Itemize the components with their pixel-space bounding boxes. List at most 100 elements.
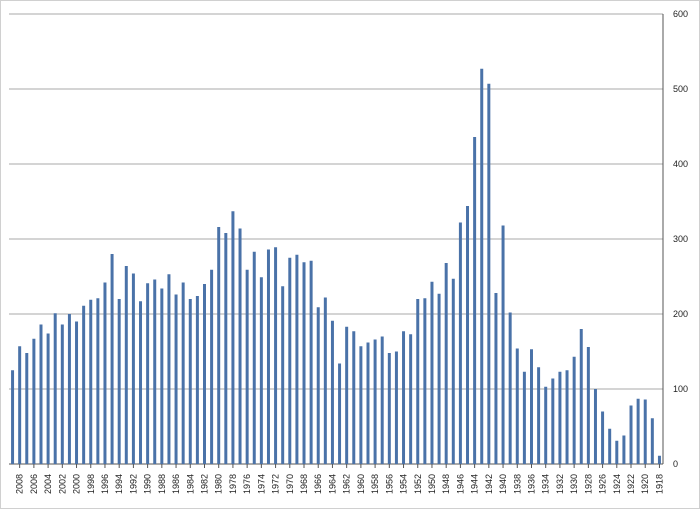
bar-1989 [153, 279, 157, 464]
bar-1949 [437, 293, 441, 464]
bar-1939 [508, 312, 512, 464]
x-tick-label: 1986 [171, 474, 181, 494]
x-tick-label: 1922 [626, 474, 636, 494]
x-tick-label: 1950 [427, 474, 437, 494]
x-tick-label: 1954 [399, 474, 409, 494]
bar-1970 [288, 257, 292, 464]
bar-1988 [160, 288, 164, 464]
bar-1952 [416, 299, 420, 464]
bar-1978 [231, 211, 235, 464]
x-tick-label: 1938 [512, 474, 522, 494]
bar-2005 [39, 324, 43, 464]
x-tick-label: 1940 [498, 474, 508, 494]
x-tick-label: 1972 [271, 474, 281, 494]
bar-1943 [480, 68, 484, 464]
bar-1969 [295, 254, 299, 464]
x-tick-label: 1970 [285, 474, 295, 494]
bar-1927 [593, 389, 597, 464]
bar-1975 [252, 251, 256, 464]
x-tick-label: 1932 [555, 474, 565, 494]
x-tick-label: 2000 [72, 474, 82, 494]
bar-1993 [124, 266, 128, 464]
x-tick-label: 1968 [299, 474, 309, 494]
y-tick-label: 0 [673, 459, 678, 469]
x-tick-label: 1956 [384, 474, 394, 494]
bar-1925 [608, 428, 612, 464]
bar-1977 [238, 228, 242, 464]
x-tick-label: 1924 [612, 474, 622, 494]
bar-1926 [601, 411, 605, 464]
bar-1936 [530, 349, 533, 464]
bar-2009 [11, 370, 15, 464]
bar-1998 [89, 299, 93, 464]
bar-1964 [330, 320, 334, 464]
bar-1937 [522, 371, 526, 464]
bar-1945 [466, 206, 470, 464]
bar-1984 [188, 299, 192, 464]
bar-1956 [387, 353, 391, 464]
bar-1996 [103, 282, 107, 464]
bar-1967 [309, 260, 313, 464]
y-tick-label: 400 [673, 159, 688, 169]
x-tick-label: 1928 [583, 474, 593, 494]
bar-1941 [494, 293, 498, 464]
bar-1944 [473, 137, 477, 464]
bar-1950 [430, 281, 434, 464]
bar-1995 [110, 254, 114, 464]
bar-1991 [139, 301, 143, 464]
bar-1951 [423, 298, 427, 464]
x-tick-label: 1982 [199, 474, 209, 494]
x-tick-label: 2006 [29, 474, 39, 494]
bar-1962 [345, 326, 349, 464]
x-tick-label: 1948 [441, 474, 451, 494]
x-tick-label: 2002 [57, 474, 67, 494]
y-tick-label: 300 [673, 234, 688, 244]
bar-1957 [380, 336, 384, 464]
bar-1968 [302, 262, 306, 464]
bar-1922 [629, 405, 633, 464]
x-tick-label: 1976 [242, 474, 252, 494]
bar-1974 [259, 277, 263, 464]
bar-1919 [650, 418, 654, 464]
x-tick-label: 2004 [43, 474, 53, 494]
x-tick-label: 1996 [100, 474, 110, 494]
x-tick-label: 1980 [214, 474, 224, 494]
bar-1931 [565, 370, 569, 464]
x-tick-label: 1994 [114, 474, 124, 494]
bar-1965 [323, 297, 327, 464]
bar-1990 [146, 283, 150, 464]
bar-1973 [266, 249, 270, 464]
bar-1987 [167, 274, 171, 464]
bar-1918 [657, 455, 661, 464]
bar-2000 [75, 321, 79, 464]
bar-2001 [67, 314, 71, 464]
x-tick-label: 1942 [484, 474, 494, 494]
bar-2007 [25, 353, 29, 464]
y-tick-label: 600 [673, 9, 688, 19]
bar-1954 [402, 331, 406, 464]
bar-1997 [96, 298, 100, 464]
bar-1935 [537, 367, 541, 464]
bar-2004 [46, 333, 50, 464]
bar-1961 [352, 331, 356, 464]
x-tick-label: 1934 [541, 474, 551, 494]
bar-1932 [558, 371, 562, 464]
bar-1981 [210, 269, 214, 464]
bar-2008 [18, 346, 22, 464]
bar-1986 [174, 294, 178, 464]
x-tick-label: 1992 [128, 474, 138, 494]
bar-1947 [451, 278, 455, 464]
x-tick-label: 1926 [598, 474, 608, 494]
x-tick-label: 1936 [526, 474, 536, 494]
bar-2002 [60, 324, 64, 464]
bar-1920 [643, 399, 647, 464]
bar-1971 [281, 286, 285, 464]
bar-1979 [224, 233, 228, 464]
bar-1959 [366, 342, 370, 464]
x-tick-label: 1958 [370, 474, 380, 494]
bar-1934 [544, 386, 548, 464]
bar-1940 [501, 225, 505, 464]
x-tick-label: 1964 [327, 474, 337, 494]
bar-1976 [245, 269, 249, 464]
